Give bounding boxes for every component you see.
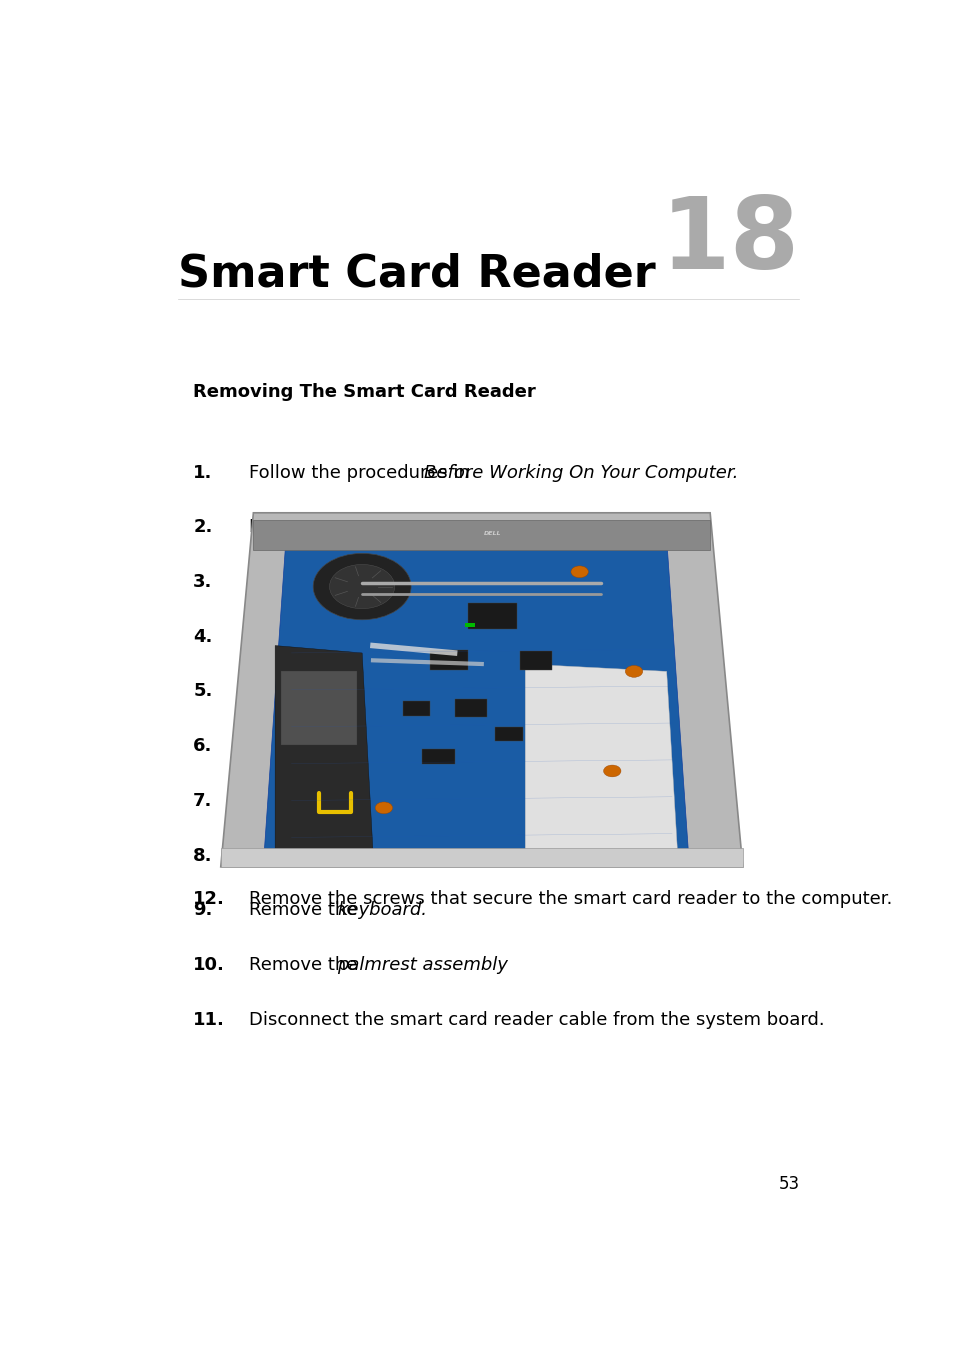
Text: 6.: 6. [193,738,213,755]
Bar [421,749,454,764]
Text: 4.: 4. [193,628,213,646]
Polygon shape [525,664,677,852]
Text: Remove the: Remove the [249,518,362,537]
Text: 11.: 11. [193,1011,225,1029]
Polygon shape [264,538,688,852]
Circle shape [329,564,395,609]
Text: Removing The Smart Card Reader: Removing The Smart Card Reader [193,382,536,400]
Text: Smart Card Reader: Smart Card Reader [178,253,656,295]
Text: 7.: 7. [193,792,213,810]
Text: Secure Digital (SD) card.: Secure Digital (SD) card. [336,574,558,591]
Text: DELL: DELL [483,530,501,535]
Text: Remove the: Remove the [249,628,362,646]
Bar [220,848,742,867]
Circle shape [570,566,588,578]
Text: 8.: 8. [193,847,213,865]
Text: 2.: 2. [193,518,213,537]
Text: Remove the: Remove the [249,574,362,591]
Text: ExpressCard.: ExpressCard. [336,738,456,755]
Text: 12.: 12. [193,889,225,907]
Text: 53: 53 [778,1175,799,1193]
Text: 9.: 9. [193,902,213,919]
Text: 18: 18 [659,193,799,290]
Text: Disconnect the smart card reader cable from the system board.: Disconnect the smart card reader cable f… [249,1011,823,1029]
Polygon shape [274,646,373,852]
Text: keyboard trim.: keyboard trim. [336,847,469,865]
Text: 3.: 3. [193,574,213,591]
Bar [495,727,522,742]
Bar [454,699,487,717]
Text: Remove the: Remove the [249,956,362,974]
Text: base cover.: base cover. [336,683,439,701]
Bar [402,701,430,716]
Bar [465,623,475,627]
Text: optical drive.: optical drive. [336,628,454,646]
Text: palmrest assembly: palmrest assembly [336,956,507,974]
Text: 5.: 5. [193,683,213,701]
Text: Remove the: Remove the [249,738,362,755]
Text: Remove the: Remove the [249,792,362,810]
Text: 10.: 10. [193,956,225,974]
Circle shape [375,802,393,814]
Bar [519,652,552,669]
Text: Remove the: Remove the [249,902,362,919]
Text: battery.: battery. [336,518,407,537]
Text: Before Working On Your Computer.: Before Working On Your Computer. [424,463,738,482]
Bar [280,672,356,746]
Circle shape [603,765,620,777]
Bar [430,650,468,671]
Text: 1.: 1. [193,463,213,482]
Bar [468,604,517,628]
Circle shape [313,553,411,620]
Text: keyboard.: keyboard. [336,902,427,919]
Text: Follow the procedures in: Follow the procedures in [249,463,475,482]
Text: Remove the screws that secure the smart card reader to the computer.: Remove the screws that secure the smart … [249,889,891,907]
Text: Remove the: Remove the [249,847,362,865]
Circle shape [624,665,642,678]
Text: hard drive.: hard drive. [336,792,435,810]
Text: Remove the: Remove the [249,683,362,701]
Bar [253,520,709,549]
Polygon shape [220,512,742,867]
